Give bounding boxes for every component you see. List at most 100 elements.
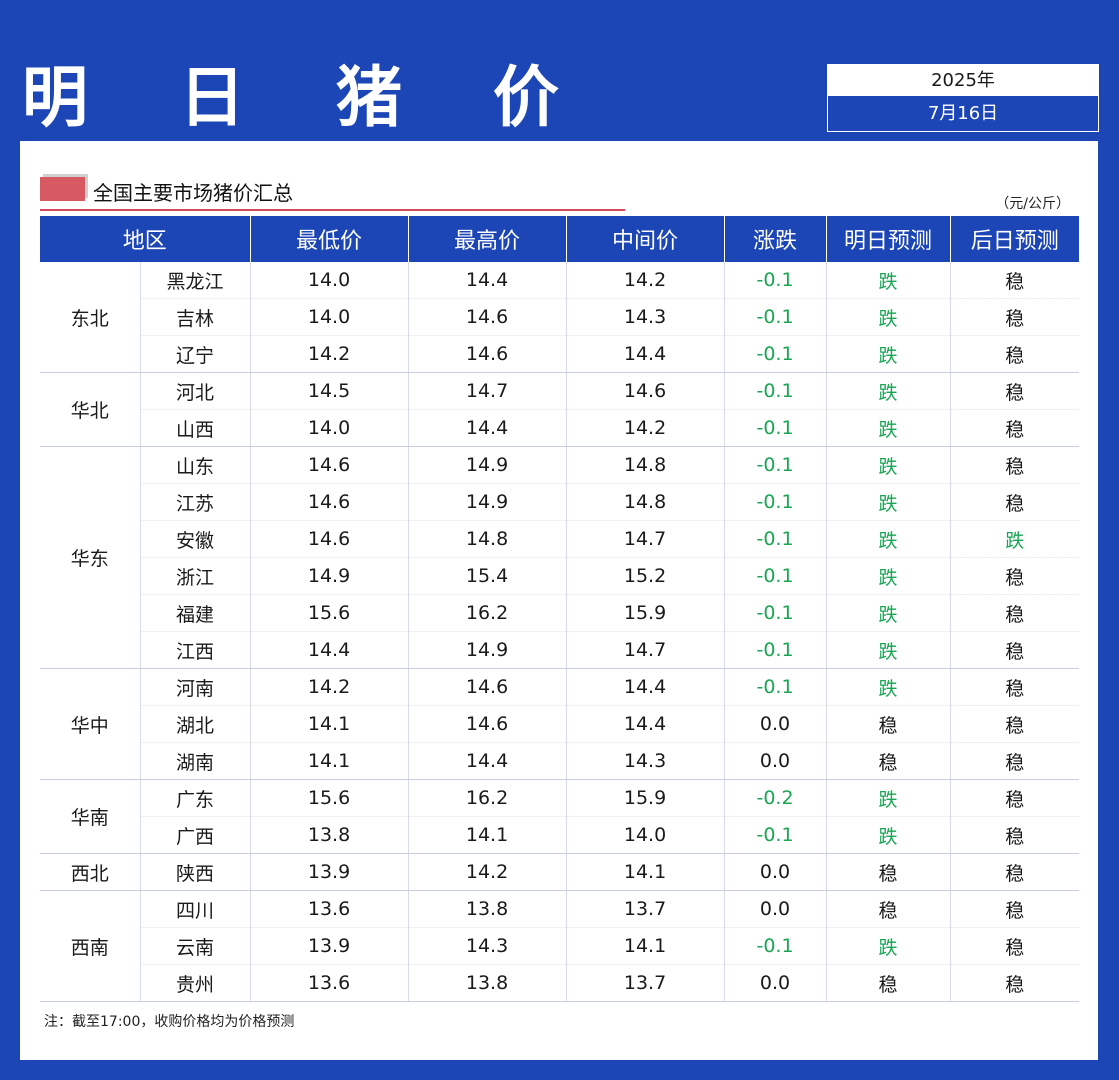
dayafter-forecast-cell: 稳	[950, 335, 1080, 373]
low-price-cell: 14.6	[250, 483, 409, 521]
table-row: 辽宁 14.2 14.6 14.4 -0.1 跌稳	[40, 335, 1080, 373]
high-price-cell: 14.4	[408, 742, 567, 780]
low-price-cell: 14.6	[250, 446, 409, 484]
province-cell: 辽宁	[140, 335, 251, 373]
table-row: 贵州 13.6 13.8 13.7 0.0 稳稳	[40, 964, 1080, 1002]
tomorrow-forecast-cell: 稳	[826, 742, 951, 780]
change-cell: 0.0	[724, 742, 827, 780]
change-cell: 0.0	[724, 705, 827, 743]
tomorrow-forecast-cell: 跌	[826, 262, 951, 299]
table-row: 东北 黑龙江 14.0 14.4 14.2 -0.1 跌稳	[40, 262, 1080, 373]
mid-price-cell: 14.2	[566, 262, 725, 299]
low-price-cell: 14.0	[250, 262, 409, 299]
low-price-cell: 15.6	[250, 779, 409, 817]
low-price-cell: 14.0	[250, 298, 409, 336]
change-cell: -0.1	[724, 298, 827, 336]
dayafter-forecast-cell: 稳	[950, 446, 1080, 484]
high-price-cell: 14.6	[408, 705, 567, 743]
col-header-tomorrow: 明日预测	[826, 216, 951, 262]
table-row: 西南 四川 13.6 13.8 13.7 0.0 稳稳	[40, 890, 1080, 1002]
tomorrow-forecast-cell: 稳	[826, 853, 951, 891]
high-price-cell: 14.3	[408, 927, 567, 965]
dayafter-forecast-cell: 稳	[950, 668, 1080, 706]
province-cell: 江苏	[140, 483, 251, 521]
mid-price-cell: 14.3	[566, 742, 725, 780]
province-cell: 安徽	[140, 520, 251, 558]
table-row: 广西 13.8 14.1 14.0 -0.1 跌稳	[40, 816, 1080, 854]
low-price-cell: 14.4	[250, 631, 409, 669]
low-price-cell: 13.9	[250, 853, 409, 891]
table-row: 华北 河北 14.5 14.7 14.6 -0.1 跌稳	[40, 372, 1080, 447]
province-cell: 广东	[140, 779, 251, 817]
tomorrow-forecast-cell: 稳	[826, 890, 951, 928]
high-price-cell: 14.6	[408, 298, 567, 336]
change-cell: -0.1	[724, 631, 827, 669]
region-cell: 西北	[40, 853, 141, 891]
change-cell: 0.0	[724, 853, 827, 891]
table-row: 福建 15.6 16.2 15.9 -0.1 跌稳	[40, 594, 1080, 632]
province-cell: 贵州	[140, 964, 251, 1002]
mid-price-cell: 14.8	[566, 483, 725, 521]
col-header-high: 最高价	[408, 216, 567, 262]
mid-price-cell: 14.1	[566, 853, 725, 891]
tomorrow-forecast-cell: 跌	[826, 372, 951, 410]
region-cell: 华东	[40, 446, 141, 669]
mid-price-cell: 15.9	[566, 779, 725, 817]
change-cell: -0.1	[724, 557, 827, 595]
high-price-cell: 14.9	[408, 631, 567, 669]
mid-price-cell: 13.7	[566, 890, 725, 928]
high-price-cell: 15.4	[408, 557, 567, 595]
dayafter-forecast-cell: 稳	[950, 557, 1080, 595]
high-price-cell: 14.7	[408, 372, 567, 410]
change-cell: -0.1	[724, 520, 827, 558]
province-cell: 河南	[140, 668, 251, 706]
low-price-cell: 14.0	[250, 409, 409, 447]
mid-price-cell: 15.2	[566, 557, 725, 595]
high-price-cell: 16.2	[408, 594, 567, 632]
region-cell: 华中	[40, 668, 141, 780]
low-price-cell: 14.5	[250, 372, 409, 410]
region-cell: 华北	[40, 372, 141, 447]
low-price-cell: 13.6	[250, 890, 409, 928]
tomorrow-forecast-cell: 跌	[826, 557, 951, 595]
dayafter-forecast-cell: 稳	[950, 483, 1080, 521]
province-cell: 陕西	[140, 853, 251, 891]
tomorrow-forecast-cell: 跌	[826, 779, 951, 817]
table-header-row: 地区 最低价 最高价 中间价 涨跌 明日预测 后日预测	[40, 216, 1080, 262]
content-panel: 全国主要市场猪价汇总 （元/公斤） 地区 最低价 最高价 中间价 涨跌 明日预测…	[20, 141, 1098, 1060]
table-row: 华东 山东 14.6 14.9 14.8 -0.1 跌稳	[40, 446, 1080, 669]
mid-price-cell: 14.8	[566, 446, 725, 484]
section-title: 全国主要市场猪价汇总	[93, 181, 293, 205]
province-cell: 四川	[140, 890, 251, 928]
mid-price-cell: 14.7	[566, 631, 725, 669]
mid-price-cell: 14.1	[566, 927, 725, 965]
low-price-cell: 14.2	[250, 335, 409, 373]
high-price-cell: 13.8	[408, 964, 567, 1002]
tomorrow-forecast-cell: 跌	[826, 446, 951, 484]
change-cell: -0.1	[724, 594, 827, 632]
dayafter-forecast-cell: 稳	[950, 779, 1080, 817]
tomorrow-forecast-cell: 跌	[826, 409, 951, 447]
high-price-cell: 16.2	[408, 779, 567, 817]
mid-price-cell: 14.0	[566, 816, 725, 854]
change-cell: -0.1	[724, 816, 827, 854]
col-header-low: 最低价	[250, 216, 409, 262]
section-header: 全国主要市场猪价汇总	[40, 173, 625, 211]
high-price-cell: 14.4	[408, 409, 567, 447]
high-price-cell: 14.9	[408, 483, 567, 521]
table-row: 西北 陕西 13.9 14.2 14.1 0.0 稳稳	[40, 853, 1080, 891]
province-cell: 河北	[140, 372, 251, 410]
province-cell: 广西	[140, 816, 251, 854]
change-cell: -0.1	[724, 409, 827, 447]
mid-price-cell: 14.4	[566, 335, 725, 373]
price-table: 地区 最低价 最高价 中间价 涨跌 明日预测 后日预测 东北 黑龙江 14.0 14.…	[40, 216, 1080, 1002]
region-cell: 华南	[40, 779, 141, 854]
tomorrow-forecast-cell: 稳	[826, 705, 951, 743]
table-row: 华中 河南 14.2 14.6 14.4 -0.1 跌稳	[40, 668, 1080, 780]
dayafter-forecast-cell: 稳	[950, 927, 1080, 965]
date-day: 7月16日	[927, 103, 999, 124]
province-cell: 江西	[140, 631, 251, 669]
table-row: 安徽 14.6 14.8 14.7 -0.1 跌跌	[40, 520, 1080, 558]
col-header-change: 涨跌	[724, 216, 827, 262]
region-cell: 东北	[40, 262, 141, 373]
